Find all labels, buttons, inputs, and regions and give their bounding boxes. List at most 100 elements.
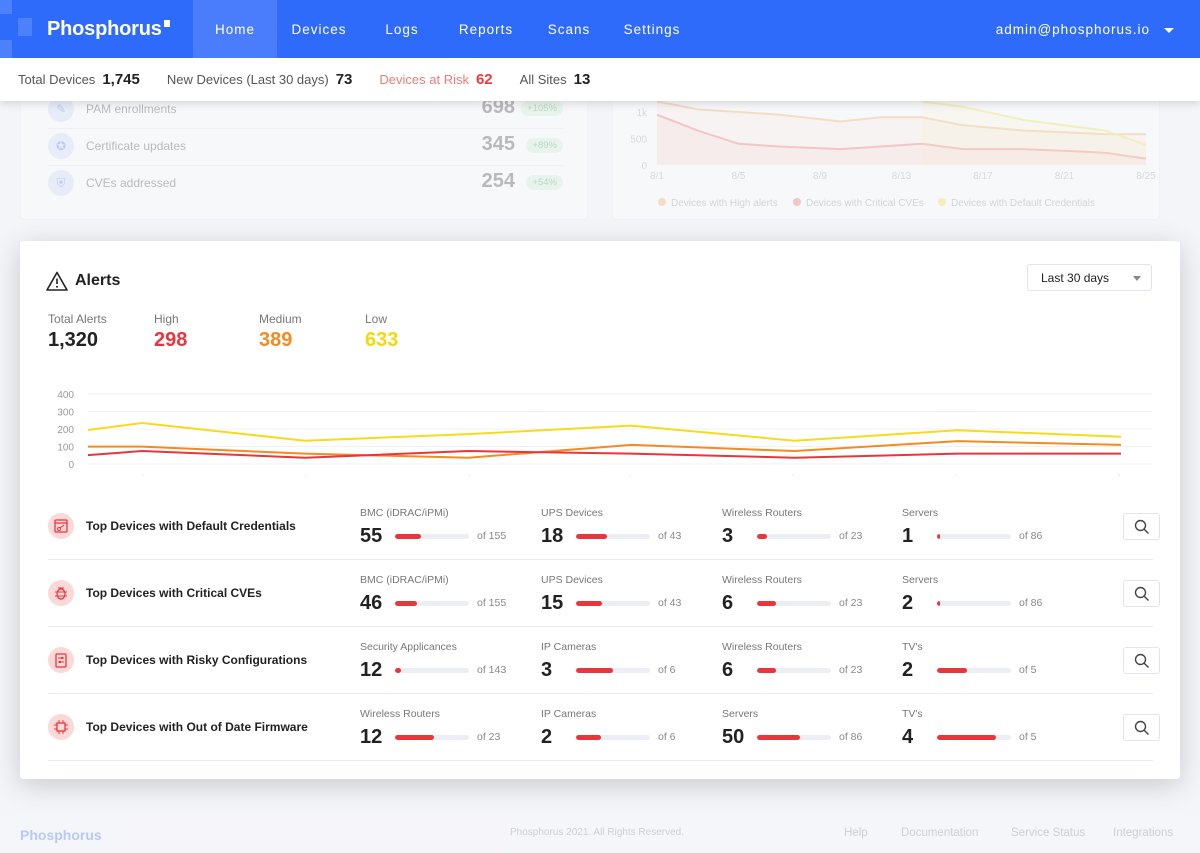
progress-fill: [937, 534, 940, 539]
metric-value: 345: [481, 133, 515, 155]
device-count: 3: [722, 525, 734, 547]
device-type-stat[interactable]: Wireless Routers 12 of 23: [360, 708, 530, 753]
series-line: [87, 450, 1121, 459]
y-tick-label: 0: [68, 460, 74, 471]
device-total: of 23: [839, 597, 863, 609]
row-title: Top Devices with Risky Configurations: [86, 653, 308, 667]
nav-devices[interactable]: Devices: [291, 22, 347, 37]
stat-total-devices[interactable]: Total Devices 1,745: [18, 71, 140, 88]
progress-fill: [576, 534, 607, 539]
date-range-value: Last 30 days: [1041, 271, 1110, 285]
kpi-total-alerts: Total Alerts 1,320: [48, 312, 107, 352]
device-type-stat[interactable]: Wireless Routers 6 of 23: [722, 641, 892, 686]
chevron-down-icon: [1133, 276, 1141, 281]
chevron-down-icon: [1164, 27, 1174, 33]
device-type-stat[interactable]: IP Cameras 2 of 6: [541, 708, 711, 753]
x-tick-label: 8/9: [813, 171, 827, 182]
progress-bar: [757, 735, 831, 740]
progress-bar: [576, 534, 650, 539]
device-type-stat[interactable]: TV's 4 of 5: [902, 708, 1072, 753]
row-title: Top Devices with Critical CVEs: [86, 586, 262, 600]
search-button[interactable]: [1123, 580, 1160, 607]
nav-logs[interactable]: Logs: [385, 22, 419, 37]
device-count: 6: [722, 592, 734, 614]
device-total: of 23: [839, 530, 863, 542]
progress-bar: [937, 735, 1011, 740]
user-menu[interactable]: admin@phosphorus.io: [996, 0, 1174, 60]
stat-new-devices[interactable]: New Devices (Last 30 days) 73: [167, 71, 353, 88]
device-total: of 86: [839, 731, 863, 743]
kpi-medium: Medium 389: [259, 312, 302, 352]
stat-label: Devices at Risk: [379, 72, 469, 87]
device-count: 1: [902, 525, 914, 547]
x-tick-label: 8/1: [135, 475, 149, 476]
device-type-stat[interactable]: Servers 50 of 86: [722, 708, 892, 753]
copyright: Phosphorus 2021. All Rights Reserved.: [510, 827, 684, 838]
device-count: 2: [902, 659, 914, 681]
alerts-line-chart: 0 100 200 300 400 8/1 8/5 8/9 8/13 8/17 8/21 8/25: [57, 390, 1152, 476]
search-button[interactable]: [1123, 714, 1160, 741]
brand-logo[interactable]: Phosphorus: [47, 18, 170, 41]
device-count: 6: [722, 659, 734, 681]
footer-link-documentation[interactable]: Documentation: [901, 827, 979, 839]
date-range-select[interactable]: Last 30 days: [1027, 264, 1152, 291]
footer-logo[interactable]: Phosphorus: [20, 827, 102, 843]
award-icon: ✪: [48, 133, 74, 159]
progress-fill: [757, 735, 801, 740]
device-type-stat[interactable]: TV's 2 of 5: [902, 641, 1072, 686]
progress-bar: [937, 668, 1011, 673]
progress-bar: [395, 735, 469, 740]
device-total: of 143: [477, 664, 507, 676]
device-total: of 23: [477, 731, 501, 743]
user-email: admin@phosphorus.io: [995, 22, 1150, 37]
legend-marker: [938, 198, 946, 206]
search-button[interactable]: [1123, 647, 1160, 674]
device-type-stat[interactable]: UPS Devices 18 of 43: [541, 507, 711, 552]
series-line: [921, 100, 1147, 146]
progress-fill: [395, 668, 402, 673]
y-tick-label: 200: [57, 425, 74, 436]
nav-scans[interactable]: Scans: [547, 22, 591, 37]
device-type-label: Servers: [722, 708, 759, 720]
series-area: [921, 101, 1146, 165]
x-tick-label: 8/5: [732, 171, 746, 182]
progress-fill: [395, 735, 434, 740]
progress-fill: [937, 668, 967, 673]
device-type-label: TV's: [902, 641, 923, 653]
footer-link-service-status[interactable]: Service Status: [1011, 827, 1086, 839]
device-type-stat[interactable]: Servers 1 of 86: [902, 507, 1072, 552]
search-icon: [1134, 519, 1149, 534]
device-type-stat[interactable]: IP Cameras 3 of 6: [541, 641, 711, 686]
search-button[interactable]: [1123, 513, 1160, 540]
footer-link-integrations[interactable]: Integrations: [1113, 827, 1174, 839]
nav-home[interactable]: Home: [193, 0, 277, 58]
device-count: 12: [360, 726, 383, 748]
device-type-stat[interactable]: BMC (iDRAC/iPMi) 55 of 155: [360, 507, 530, 552]
stat-devices-at-risk[interactable]: Devices at Risk 62: [379, 71, 492, 88]
device-type-stat[interactable]: BMC (iDRAC/iPMi) 46 of 155: [360, 574, 530, 619]
device-total: of 155: [477, 530, 507, 542]
metric-change-badge: +54%: [526, 175, 563, 190]
device-type-label: UPS Devices: [541, 574, 603, 586]
progress-bar: [395, 668, 469, 673]
device-type-stat[interactable]: Servers 2 of 86: [902, 574, 1072, 619]
logo-square-icon: [163, 20, 170, 27]
kpi-label: High: [154, 312, 179, 326]
footer-link-help[interactable]: Help: [844, 827, 868, 839]
device-type-stat[interactable]: Wireless Routers 3 of 23: [722, 507, 892, 552]
progress-bar: [757, 601, 831, 606]
nav-settings[interactable]: Settings: [623, 22, 681, 37]
stat-all-sites[interactable]: All Sites 13: [520, 71, 591, 88]
legend-label: Devices with Critical CVEs: [806, 198, 924, 209]
warning-icon: [46, 271, 68, 291]
devices-trend-chart: 0 500 1k 8/1 8/5 8/9 8/13 8/17 8/21 8/25 Devices w…: [630, 100, 1156, 209]
stats-bar: Total Devices 1,745 New Devices (Last 30 …: [0, 58, 1200, 101]
device-type-stat[interactable]: Security Applicances 12 of 143: [360, 641, 530, 686]
device-type-label: Security Applicances: [360, 641, 457, 653]
device-type-stat[interactable]: UPS Devices 15 of 43: [541, 574, 711, 619]
device-count: 2: [902, 592, 914, 614]
nav-reports[interactable]: Reports: [458, 22, 514, 37]
device-type-stat[interactable]: Wireless Routers 6 of 23: [722, 574, 892, 619]
progress-fill: [395, 534, 422, 539]
metric-value: 698: [481, 96, 515, 118]
